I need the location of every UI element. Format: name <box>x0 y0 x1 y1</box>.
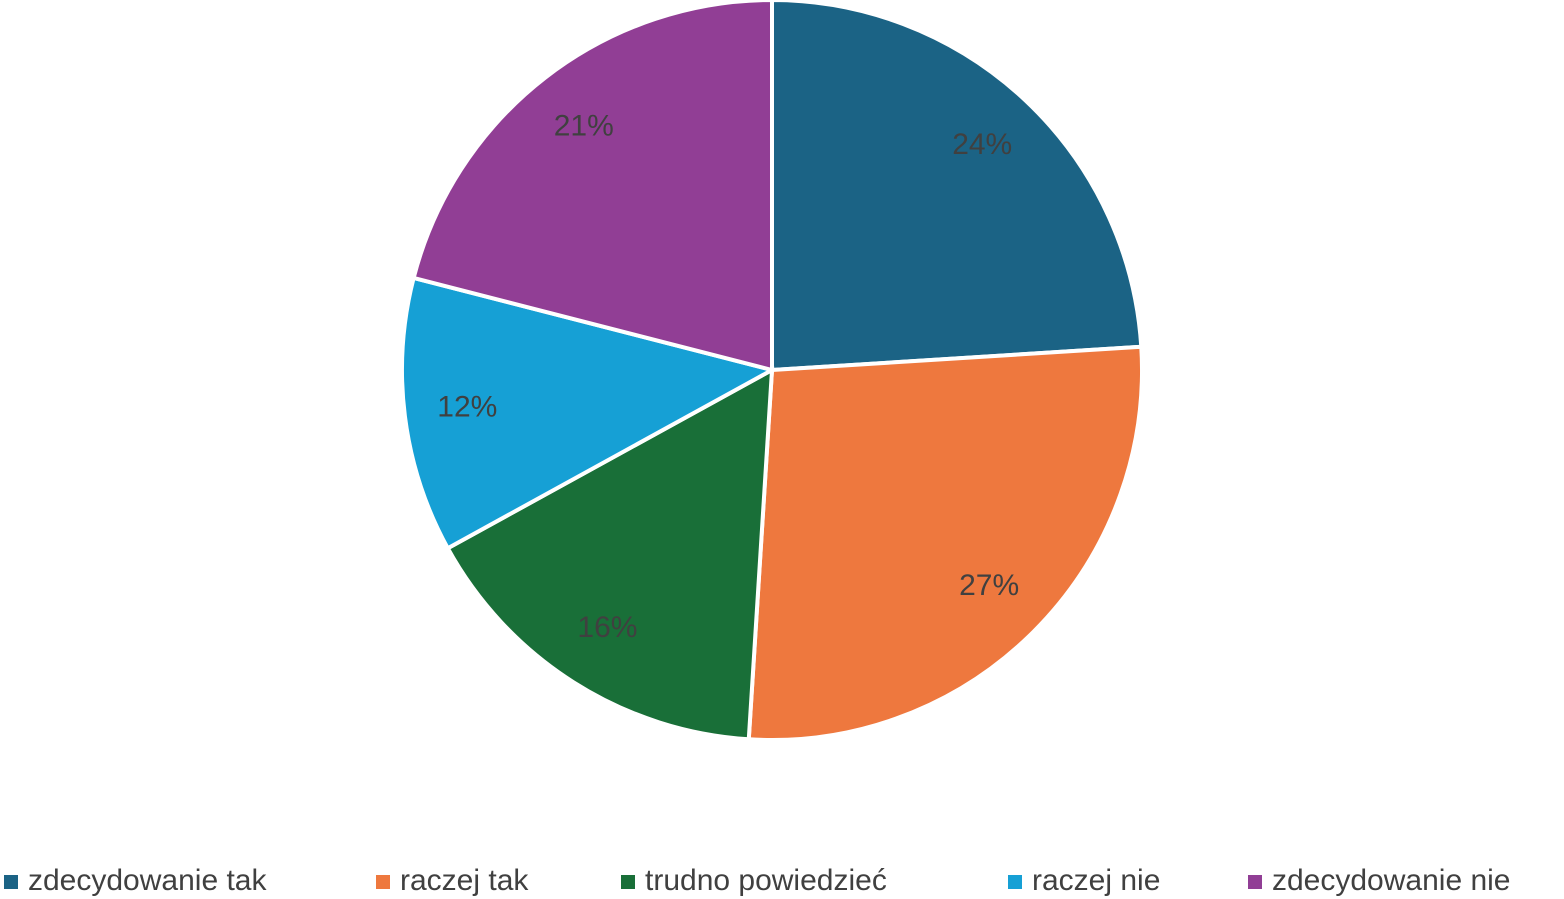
legend-label: zdecydowanie nie <box>1272 864 1511 897</box>
data-label: 16% <box>577 611 637 644</box>
pie-slice <box>746 344 1144 742</box>
legend-swatch <box>376 875 390 889</box>
legend-swatch <box>621 875 635 889</box>
legend-label: raczej tak <box>400 864 529 897</box>
pie-slice <box>400 275 778 551</box>
legend-swatch <box>1008 875 1022 889</box>
legend-label: zdecydowanie tak <box>28 864 267 897</box>
data-label: 12% <box>437 390 497 423</box>
data-label: 21% <box>554 109 614 142</box>
pie-slice <box>445 366 775 742</box>
legend-swatch <box>1248 875 1262 889</box>
legend-swatch <box>4 875 18 889</box>
data-label: 27% <box>959 569 1019 602</box>
pie-slice <box>770 0 1144 373</box>
legend-label: raczej nie <box>1032 864 1160 897</box>
legend-label: trudno powiedzieć <box>645 864 887 897</box>
data-label: 24% <box>952 128 1012 161</box>
pie-slice <box>411 0 774 373</box>
